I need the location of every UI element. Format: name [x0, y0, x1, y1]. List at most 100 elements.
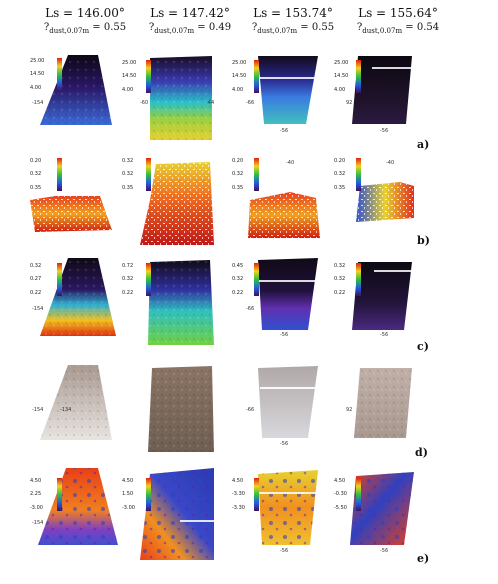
svg-text:-3.30: -3.30 [232, 491, 245, 497]
colorbar [356, 158, 361, 191]
column-header-2: Ls = 147.42° ?dust,0.07m = 0.49 [135, 6, 245, 35]
svg-text:-56: -56 [280, 332, 288, 338]
colorbar [356, 263, 361, 296]
map-panel [354, 368, 412, 438]
svg-text:0.22: 0.22 [232, 290, 243, 296]
svg-text:-56: -56 [280, 128, 288, 134]
map-panel [350, 472, 414, 545]
svg-text:-3.30: -3.30 [232, 505, 245, 511]
map-panel [150, 56, 212, 140]
svg-text:-40: -40 [286, 160, 294, 166]
colorbar [146, 478, 151, 511]
svg-text:-5.50: -5.50 [334, 505, 347, 511]
colorbar [146, 60, 151, 93]
row-label-e: e) [417, 552, 430, 565]
svg-text:0.35: 0.35 [334, 185, 345, 191]
colorbar [254, 158, 259, 191]
colorbar [146, 263, 151, 296]
colorbar [254, 263, 259, 296]
map-panel [40, 365, 112, 440]
map-panel [356, 182, 414, 222]
svg-text:4.50: 4.50 [334, 478, 345, 484]
colorbar [254, 60, 259, 93]
row-d [40, 365, 412, 452]
svg-text:-154: -154 [32, 407, 43, 413]
colorbar [57, 158, 62, 191]
swath-gap [260, 387, 318, 389]
svg-text:-154: -154 [32, 306, 43, 312]
colorbar [146, 158, 151, 191]
colorbar [254, 478, 259, 511]
map-panel [352, 262, 412, 330]
svg-text:0.35: 0.35 [30, 185, 41, 191]
row-label-b: b) [417, 234, 430, 247]
svg-text:14.50: 14.50 [232, 73, 246, 79]
svg-text:0.32: 0.32 [334, 276, 345, 282]
swath-gap [372, 67, 412, 69]
svg-text:-154: -154 [32, 100, 43, 106]
ls-label: Ls = 147.42° [150, 6, 230, 20]
svg-text:4.00: 4.00 [232, 87, 243, 93]
colorbar-tick-labels: 25.00 14.50 4.00 25.00 14.50 4.00 25.00 … [30, 58, 348, 511]
svg-text:92: 92 [346, 100, 352, 106]
map-panel [258, 56, 318, 124]
svg-text:-56: -56 [380, 128, 388, 134]
svg-text:1.50: 1.50 [122, 491, 133, 497]
svg-text:4.50: 4.50 [122, 478, 133, 484]
svg-text:-56: -56 [380, 332, 388, 338]
map-panel [40, 258, 116, 336]
svg-text:-0.30: -0.30 [334, 491, 347, 497]
svg-text:4.00: 4.00 [122, 87, 133, 93]
map-panel [148, 260, 214, 345]
svg-text:0.45: 0.45 [232, 263, 243, 269]
svg-text:4.50: 4.50 [30, 478, 41, 484]
svg-text:14.50: 14.50 [30, 71, 44, 77]
ls-label: Ls = 153.74° [253, 6, 333, 20]
row-label-c: c) [417, 340, 429, 353]
swath-gap [258, 492, 318, 494]
swath-gap [374, 270, 412, 272]
map-panel [38, 468, 118, 545]
tau-label: ?dust,0.07m = 0.49 [148, 22, 232, 35]
svg-text:14.50: 14.50 [334, 73, 348, 79]
svg-text:-56: -56 [280, 441, 288, 447]
svg-text:0.32: 0.32 [334, 171, 345, 177]
svg-text:0.32: 0.32 [122, 276, 133, 282]
svg-text:-66: -66 [246, 306, 254, 312]
svg-text:0.20: 0.20 [334, 158, 345, 164]
colorbar [57, 478, 62, 511]
svg-text:4.50: 4.50 [232, 478, 243, 484]
svg-text:-154: -154 [32, 520, 43, 526]
map-panel [148, 366, 214, 452]
svg-text:2.25: 2.25 [30, 491, 41, 497]
svg-text:4.00: 4.00 [334, 87, 345, 93]
svg-text:0.32: 0.32 [122, 171, 133, 177]
svg-text:-3.00: -3.00 [122, 505, 135, 511]
svg-text:-44: -44 [206, 100, 214, 106]
row-c [40, 258, 412, 345]
map-panel [30, 196, 112, 232]
svg-text:0.32: 0.32 [232, 171, 243, 177]
tau-label: ?dust,0.07m = 0.55 [251, 22, 335, 35]
tau-label: ?dust,0.07m = 0.54 [356, 22, 440, 35]
swath-gap [258, 280, 318, 282]
svg-text:0.27: 0.27 [30, 276, 41, 282]
svg-text:0.32: 0.32 [334, 263, 345, 269]
row-a [40, 55, 412, 140]
map-panel [258, 366, 318, 438]
svg-text:-66: -66 [246, 100, 254, 106]
grid-labels: -154 -60 -44 -66 92 -56 -56 -40 -40 -154… [32, 100, 394, 554]
column-header-4: Ls = 155.64° ?dust,0.07m = 0.54 [343, 6, 453, 35]
ls-label: Ls = 155.64° [358, 6, 438, 20]
svg-text:-66: -66 [246, 407, 254, 413]
colorbar [57, 263, 62, 296]
svg-text:0.22: 0.22 [122, 290, 133, 296]
colorbar [57, 58, 62, 91]
column-header-1: Ls = 146.00° ?dust,0.07m = 0.55 [30, 6, 140, 35]
svg-text:25.00: 25.00 [30, 58, 44, 64]
row-label-d: d) [415, 446, 428, 459]
svg-text:0.35: 0.35 [232, 185, 243, 191]
map-panel [40, 55, 112, 125]
svg-text:92: 92 [346, 407, 352, 413]
